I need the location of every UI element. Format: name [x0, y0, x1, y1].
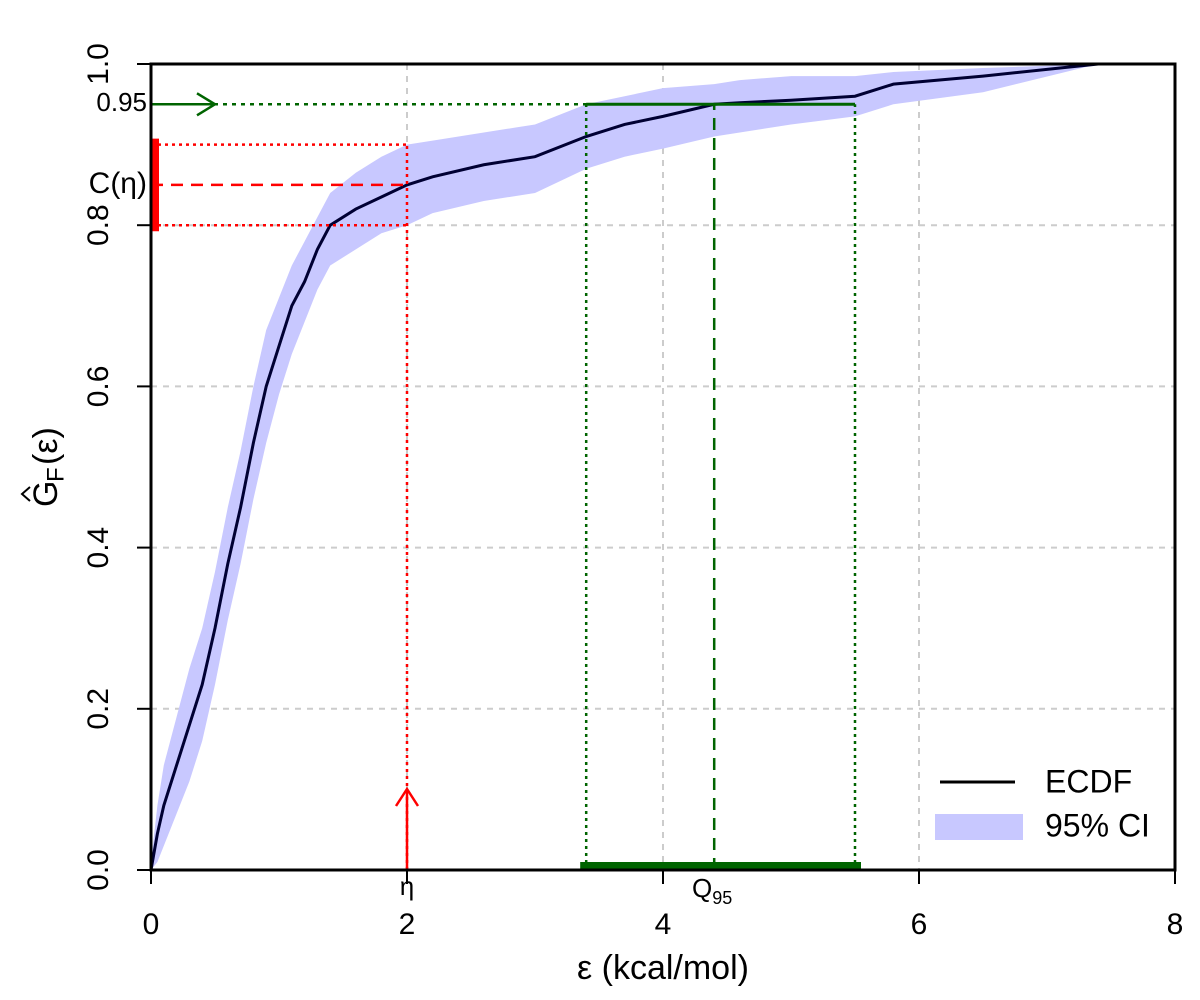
y-label-main: G [27, 481, 65, 507]
y-tick-label: 0.6 [82, 366, 115, 408]
legend-label: 95% CI [1045, 807, 1150, 843]
legend-label: ECDF [1045, 763, 1132, 799]
x-tick-label: 2 [399, 908, 416, 941]
x-tick-label: 4 [655, 908, 672, 941]
q95-arrow-head [196, 92, 218, 117]
y-label-sub: F [42, 467, 69, 482]
eta-label: η [400, 871, 414, 901]
y-tick-label: 0.8 [82, 204, 115, 246]
x-tick-label: 0 [143, 908, 160, 941]
y-label-rest: (ε) [27, 427, 65, 465]
y-axis-label: G F (ε) [20, 427, 69, 507]
y-tick-label: 0.4 [82, 527, 115, 569]
legend-swatch [935, 814, 1023, 840]
q95-label: Q [692, 873, 712, 903]
hat [20, 486, 31, 502]
c-eta-label: C(η) [89, 167, 147, 200]
eta-arrow-head [394, 786, 420, 807]
x-tick-label: 8 [1167, 908, 1184, 941]
y-tick-label: 0.2 [82, 688, 115, 730]
y-tick-label: 1.0 [82, 43, 115, 85]
q95-subscript: 95 [712, 888, 732, 908]
q95-level-label: 0.95 [96, 87, 147, 117]
y-tick-label: 0.0 [82, 849, 115, 891]
x-axis-label: ε (kcal/mol) [577, 949, 749, 987]
x-tick-label: 6 [911, 908, 928, 941]
